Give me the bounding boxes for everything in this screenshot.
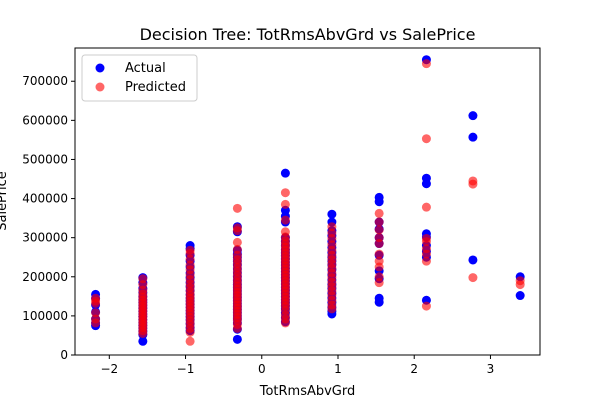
data-point-predicted [374,249,384,259]
data-point-actual [468,255,478,265]
data-point-predicted [280,215,290,225]
x-tick-label: 1 [334,362,342,376]
data-point-predicted [232,203,242,213]
legend-label-actual: Actual [125,61,166,76]
data-point-predicted [232,237,242,247]
data-point-predicted [468,179,478,189]
x-tick-label: 0 [258,362,266,376]
data-point-predicted [327,304,337,314]
data-point-predicted [280,199,290,209]
y-tick-label: 300000 [22,231,68,245]
data-point-predicted [374,217,384,227]
plot-frame [74,47,541,356]
data-point-predicted [515,280,525,290]
data-point-predicted [421,59,431,69]
data-point-predicted [280,188,290,198]
data-point-predicted [374,225,384,235]
data-point-actual [468,111,478,121]
data-point-predicted [327,233,337,243]
legend-marker-predicted [95,82,105,92]
data-point-predicted [421,249,431,259]
legend: Actual Predicted [81,54,198,102]
data-point-actual [327,209,337,219]
data-point-predicted [185,327,195,337]
data-point-actual [280,168,290,178]
data-point-actual [232,334,242,344]
legend-box [81,54,198,102]
data-point-predicted [468,273,478,283]
data-point-predicted [374,208,384,218]
legend-label-predicted: Predicted [125,80,186,95]
data-point-predicted [421,202,431,212]
data-point-actual [374,197,384,207]
x-axis-label: TotRmsAbvGrd [259,384,356,399]
x-tick-label: −2 [100,362,118,376]
y-tick-label: 400000 [22,192,68,206]
data-point-actual [468,132,478,142]
y-tick-label: 700000 [22,74,68,88]
data-point-predicted [91,308,101,318]
y-tick-label: 100000 [22,309,68,323]
data-point-actual [138,336,148,346]
data-point-predicted [327,222,337,232]
data-point-predicted [374,278,384,288]
data-point-predicted [421,301,431,311]
data-point-predicted [91,318,101,328]
legend-marker-actual [95,63,105,73]
y-tick-label: 0 [60,348,68,362]
chart-title: Decision Tree: TotRmsAbvGrd vs SalePrice [140,25,476,44]
data-point-predicted [232,226,242,236]
x-axis-ticks: −2 −1 0 1 2 3 [100,355,494,376]
x-tick-label: −1 [177,362,195,376]
series-predicted [91,59,525,346]
points-layer [91,55,525,346]
data-point-predicted [280,318,290,328]
data-point-predicted [421,237,431,247]
data-point-actual [515,291,525,301]
y-axis-ticks: 0 100000 200000 300000 400000 500000 600000 700… [22,74,75,362]
data-point-predicted [185,336,195,346]
data-point-predicted [374,262,384,272]
y-tick-label: 500000 [22,152,68,166]
y-tick-label: 200000 [22,270,68,284]
data-point-predicted [91,298,101,308]
data-point-actual [421,179,431,189]
data-point-actual [374,297,384,307]
data-point-predicted [374,239,384,249]
x-tick-label: 3 [487,362,495,376]
x-tick-label: 2 [410,362,418,376]
y-tick-label: 600000 [22,113,68,127]
data-point-predicted [421,134,431,144]
data-point-predicted [138,328,148,338]
data-point-predicted [421,256,431,266]
y-axis-label: SalePrice [0,171,10,231]
data-point-predicted [232,323,242,333]
